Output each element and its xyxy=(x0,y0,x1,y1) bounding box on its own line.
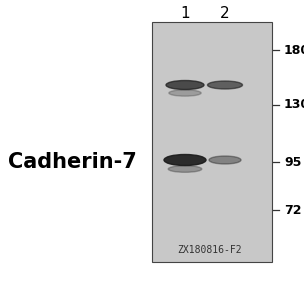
Ellipse shape xyxy=(164,155,206,166)
Ellipse shape xyxy=(166,80,204,90)
Ellipse shape xyxy=(209,156,241,164)
Bar xyxy=(152,22,272,262)
Text: 180: 180 xyxy=(284,44,304,56)
Text: 95: 95 xyxy=(284,155,301,169)
Text: 1: 1 xyxy=(180,6,190,21)
Text: 72: 72 xyxy=(284,203,302,216)
Text: 130: 130 xyxy=(284,99,304,112)
Ellipse shape xyxy=(168,166,202,172)
Text: Cadherin-7: Cadherin-7 xyxy=(8,152,136,172)
Ellipse shape xyxy=(169,90,201,96)
Ellipse shape xyxy=(208,81,243,89)
Text: ZX180816-F2: ZX180816-F2 xyxy=(178,245,242,255)
Text: 2: 2 xyxy=(220,6,230,21)
